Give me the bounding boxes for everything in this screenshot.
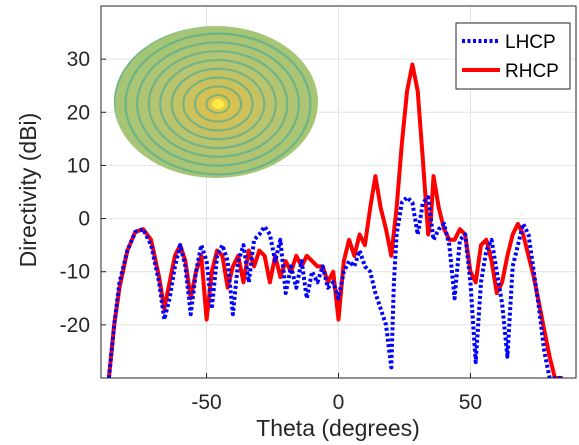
inset-aperture-image [114,26,318,178]
inset-ring [124,32,312,176]
inset-ring [136,41,300,167]
x-tick-label: 0 [333,391,345,414]
legend-rhcp-label: RHCP [505,61,559,82]
series-line-lhcp [106,195,563,378]
x-tick-label: 50 [459,391,482,414]
y-tick-label: 30 [67,48,90,71]
y-tick-label: -10 [60,261,90,284]
series-line-rhcp [106,62,563,378]
inset-ring [147,50,289,158]
legend-lhcp-label: LHCP [505,32,556,53]
inset-ring [205,94,231,114]
y-axis-label: Directivity (dBi) [15,113,41,268]
y-tick-label: 20 [67,101,90,124]
inset-ring [114,26,318,178]
y-tick-label: 0 [78,208,90,231]
inset-ring [170,67,266,141]
inset-center-spot [212,99,224,109]
x-tick-label: -50 [191,391,221,414]
inset-ring [182,76,254,132]
axis-ticks: -50 0 50 -20 -10 0 10 20 30 [60,48,482,414]
x-axis-label: Theta (degrees) [256,415,420,441]
inset-ring [193,85,243,123]
series-layer [106,62,563,378]
inset-ring [159,58,277,150]
legend: LHCP RHCP [455,22,571,90]
legend-box [455,22,571,90]
y-tick-label: 10 [67,154,90,177]
y-tick-label: -20 [60,314,90,337]
